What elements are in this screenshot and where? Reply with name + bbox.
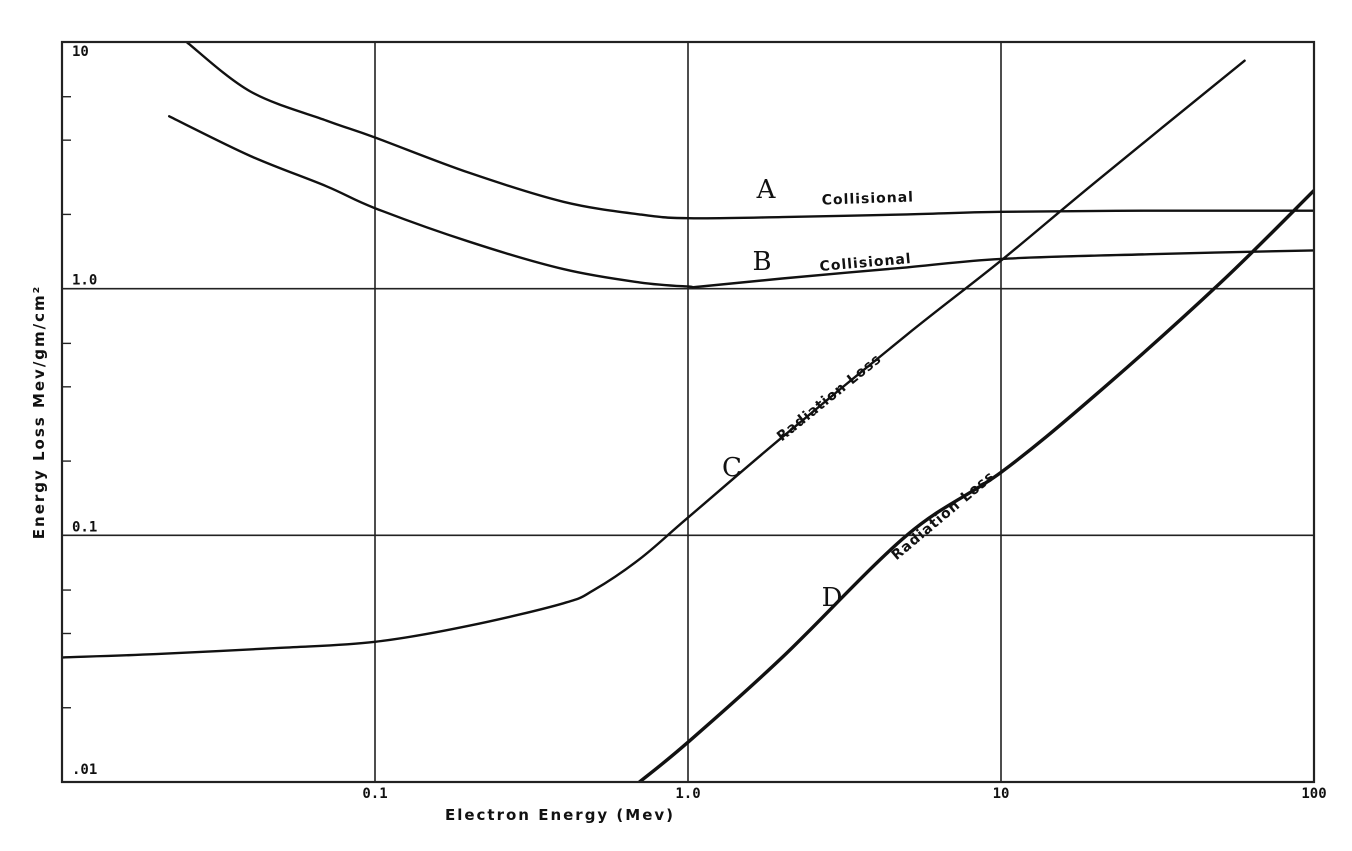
curve-letter-d: D <box>822 583 843 613</box>
curve-label-c: Radiation Loss <box>774 351 885 445</box>
x-tick-label-0: 0.1 <box>362 786 387 802</box>
x-axis-title: Electron Energy (Mev) <box>445 806 675 824</box>
curve-letter-c: C <box>722 453 742 483</box>
series-layer <box>62 42 1314 782</box>
y-axis-title: Energy Loss Mev/gm/cm² <box>30 285 48 539</box>
curve-label-a: Collisional <box>821 189 914 208</box>
series-line-d <box>637 188 1314 782</box>
y-tick-label-1: 0.1 <box>72 519 97 535</box>
series-line-b <box>168 115 1314 289</box>
curve-label-d: Radiation Loss <box>889 468 999 564</box>
x-tick-label-3: 100 <box>1301 786 1326 802</box>
y-tick-label-2: 1.0 <box>72 273 97 289</box>
grid-layer <box>62 42 1314 782</box>
x-tick-label-1: 1.0 <box>675 786 700 802</box>
tick-labels-layer: 0.1 1.0 10 100 .01 0.1 1.0 10 <box>72 44 1327 802</box>
series-line-c <box>62 59 1246 659</box>
y-tick-label-0: .01 <box>72 762 97 778</box>
y-tick-label-3: 10 <box>72 44 89 60</box>
x-tick-label-2: 10 <box>993 786 1010 802</box>
curve-letter-a: A <box>756 175 777 205</box>
curve-letter-b: B <box>752 247 771 277</box>
plot-frame <box>60 40 1316 784</box>
series-line-a <box>185 42 1314 220</box>
